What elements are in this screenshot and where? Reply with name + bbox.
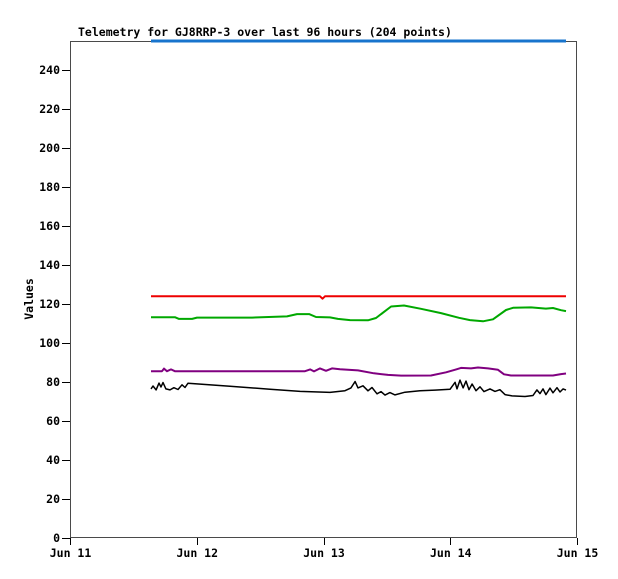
y-tick-mark [62,381,70,383]
y-tick-mark [62,108,70,110]
y-tick-label: 40 [46,452,60,467]
chart-title: Telemetry for GJ8RRP-3 over last 96 hour… [78,25,452,39]
y-tick-mark [62,69,70,71]
x-tick-label: Jun 12 [176,546,219,560]
series-line-purple [151,366,567,377]
y-tick-mark [62,420,70,422]
x-tick-label: Jun 14 [429,546,472,560]
y-tick-mark [62,459,70,461]
y-tick-label: 80 [46,374,60,389]
x-tick-mark [577,538,578,545]
x-tick-mark [450,538,452,545]
y-tick-label: 200 [39,140,60,155]
y-tick-label: 220 [39,101,60,116]
y-tick-mark [62,498,70,500]
series-line-green [151,304,567,323]
y-tick-mark [62,303,70,305]
series-lines [150,39,567,398]
x-tick-mark [196,538,198,545]
y-tick-mark [62,264,70,266]
y-tick-label: 100 [39,335,60,350]
y-tick-label: 240 [39,62,60,77]
y-tick-label: 0 [53,530,60,545]
series-line-black [150,379,567,398]
y-tick-label: 140 [39,257,60,272]
y-tick-mark [62,225,70,227]
x-tick-label: Jun 13 [303,546,345,560]
x-tick-label: Jun 11 [49,546,92,560]
x-tick-mark [70,538,71,545]
series-line-red [151,295,566,300]
y-tick-label: 120 [39,296,60,311]
y-tick-label: 160 [39,218,60,233]
x-tick-mark [323,538,325,545]
y-tick-mark [62,186,70,188]
y-tick-mark [62,342,70,344]
y-tick-mark [62,147,70,149]
plot-area [70,41,577,538]
y-tick-label: 180 [39,179,60,194]
x-tick-label: Jun 15 [556,546,599,560]
y-tick-label: 20 [46,491,60,506]
y-tick-mark [62,537,70,539]
y-tick-label: 60 [46,413,60,428]
